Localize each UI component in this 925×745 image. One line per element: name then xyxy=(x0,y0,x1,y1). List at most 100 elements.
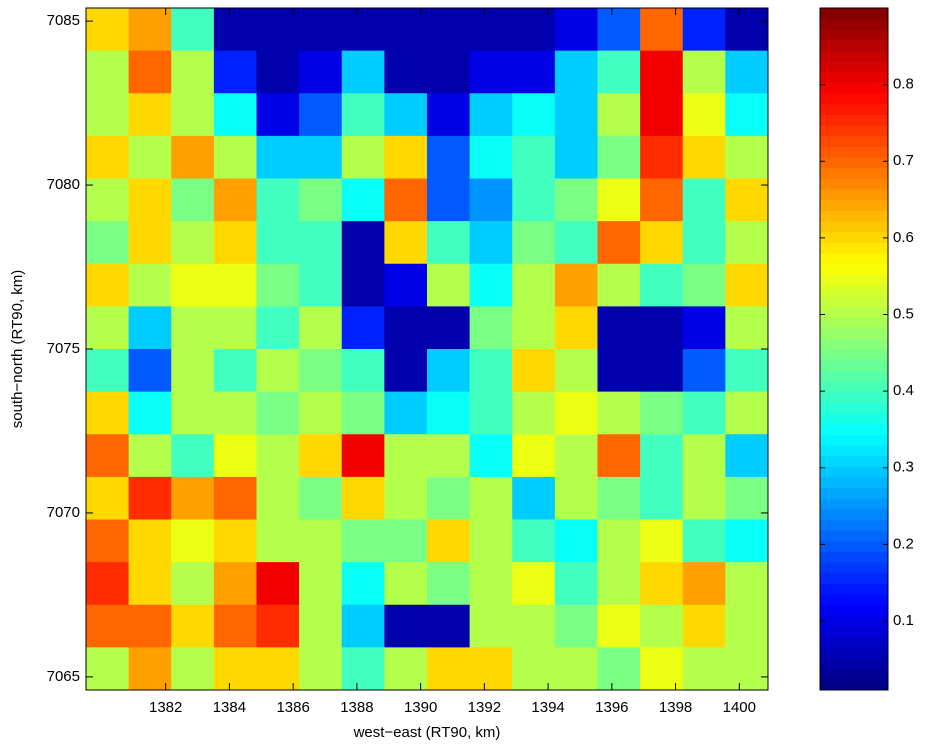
heat-cell xyxy=(554,349,598,393)
y-tick-label: 7085 xyxy=(47,12,80,29)
heat-cell xyxy=(86,306,130,350)
heat-cell xyxy=(299,519,343,563)
colorbar-tick-label: 0.4 xyxy=(893,382,914,399)
heat-cell xyxy=(640,8,684,52)
heat-cell xyxy=(256,562,300,606)
heat-cell xyxy=(128,604,172,648)
heat-cell xyxy=(597,562,641,606)
x-tick-label: 1382 xyxy=(149,699,182,716)
x-tick-label: 1384 xyxy=(213,699,246,716)
heat-cell xyxy=(682,135,726,179)
colorbar-swatch xyxy=(820,178,888,190)
x-tick-label: 1388 xyxy=(340,699,373,716)
heat-cell xyxy=(597,476,641,520)
heat-cell xyxy=(512,263,556,307)
heat-cell xyxy=(299,8,343,52)
colorbar-swatch xyxy=(820,615,888,627)
heat-cell xyxy=(171,476,215,520)
y-axis-label: south−north (RT90, km) xyxy=(9,270,26,429)
heat-cell xyxy=(597,263,641,307)
heat-cell xyxy=(554,93,598,137)
heat-cell xyxy=(640,519,684,563)
heat-cell xyxy=(597,434,641,478)
heat-cell xyxy=(384,519,428,563)
heat-cell xyxy=(597,391,641,435)
x-tick-label: 1392 xyxy=(468,699,501,716)
colorbar-swatch xyxy=(820,295,888,307)
heat-cell xyxy=(682,221,726,265)
heat-cell xyxy=(384,263,428,307)
colorbar-swatch xyxy=(820,647,888,659)
colorbar-swatch xyxy=(820,242,888,254)
heat-cell xyxy=(341,135,385,179)
heat-cell xyxy=(512,391,556,435)
heat-cell xyxy=(128,349,172,393)
heat-cell xyxy=(171,519,215,563)
colorbar-swatch xyxy=(820,210,888,222)
colorbar-swatch xyxy=(820,508,888,520)
heat-cell xyxy=(256,519,300,563)
heat-cell xyxy=(640,562,684,606)
heat-cell xyxy=(554,50,598,94)
heat-cell xyxy=(469,562,513,606)
heat-cell xyxy=(341,93,385,137)
heat-cell xyxy=(725,50,769,94)
heat-cell xyxy=(128,263,172,307)
colorbar-swatch xyxy=(820,412,888,425)
colorbar-swatch xyxy=(820,668,888,680)
heat-cell xyxy=(427,349,471,393)
heat-cell xyxy=(171,93,215,137)
heat-cell xyxy=(469,647,513,691)
heat-cell xyxy=(213,391,257,435)
heat-cell xyxy=(86,93,130,137)
heat-cell xyxy=(682,306,726,350)
heat-cell xyxy=(682,178,726,222)
heat-cell xyxy=(86,263,130,307)
heat-cell xyxy=(682,93,726,137)
heat-cell xyxy=(597,349,641,393)
heat-cell xyxy=(640,647,684,691)
y-tick-label: 7070 xyxy=(47,504,80,521)
colorbar-swatch xyxy=(820,434,888,446)
heat-cell xyxy=(341,178,385,222)
heat-cell xyxy=(256,476,300,520)
colorbar-swatch xyxy=(820,498,888,510)
colorbar-swatch xyxy=(820,39,888,52)
heat-cell xyxy=(213,519,257,563)
heat-cell xyxy=(213,476,257,520)
heat-cell xyxy=(213,263,257,307)
heat-cell xyxy=(213,178,257,222)
colorbar-frame xyxy=(819,7,889,691)
colorbar-tick-label: 0.6 xyxy=(893,229,914,246)
colorbar-swatch xyxy=(820,487,888,499)
colorbar-swatch xyxy=(820,359,888,371)
heat-cell xyxy=(427,604,471,648)
heat-cell xyxy=(128,50,172,94)
heat-cell xyxy=(128,135,172,179)
heat-cell xyxy=(128,476,172,520)
heat-cell xyxy=(469,178,513,222)
heat-cell xyxy=(427,50,471,94)
heat-cell xyxy=(86,50,130,94)
heat-cell xyxy=(341,604,385,648)
heat-cell xyxy=(213,647,257,691)
heat-cell xyxy=(86,434,130,478)
heat-cell xyxy=(213,604,257,648)
colorbar-swatch xyxy=(820,103,888,116)
heat-cell xyxy=(384,221,428,265)
heat-cell xyxy=(512,434,556,478)
heat-cell xyxy=(640,178,684,222)
heat-cell xyxy=(597,50,641,94)
x-tick-label: 1400 xyxy=(723,699,756,716)
heat-cell xyxy=(427,263,471,307)
heat-cell xyxy=(384,8,428,52)
heat-cell xyxy=(469,476,513,520)
heat-cell xyxy=(384,135,428,179)
heat-cell xyxy=(682,647,726,691)
colorbar-swatch xyxy=(820,71,888,84)
colorbar-swatch xyxy=(820,626,888,638)
heat-cell xyxy=(128,519,172,563)
colorbar-swatch xyxy=(820,221,888,233)
heat-cell xyxy=(597,604,641,648)
heat-cell xyxy=(682,519,726,563)
